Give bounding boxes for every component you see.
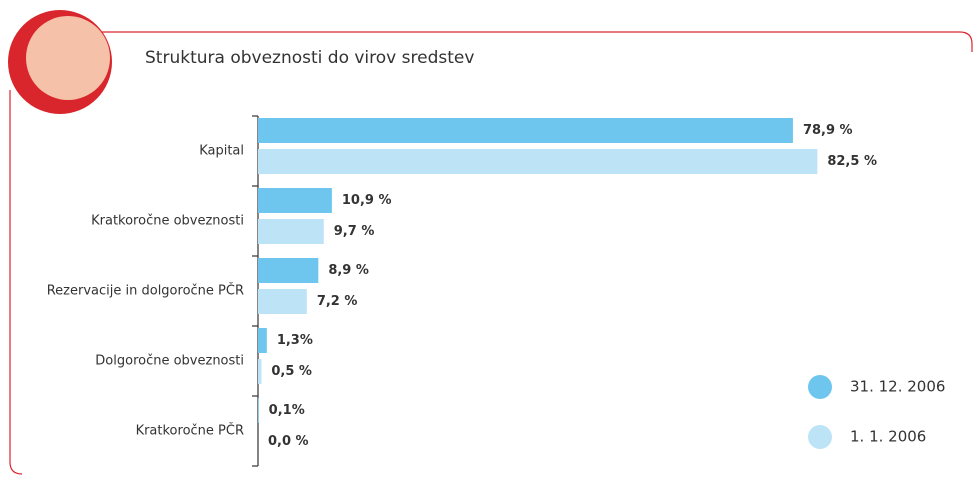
value-label: 8,9 % [328,263,369,278]
value-label: 0,5 % [271,364,312,379]
value-label: 82,5 % [827,154,877,169]
chart-title: Struktura obveznosti do virov sredstev [145,48,474,68]
bar [258,118,793,143]
y-tick-label: Rezervacije in dolgoročne PČR [47,283,244,299]
value-label: 78,9 % [803,123,853,138]
frame-top [95,31,973,52]
value-label: 0,0 % [268,434,309,449]
bar [258,289,307,314]
bar [258,149,818,174]
value-label: 0,1% [269,403,305,418]
value-label: 10,9 % [342,193,392,208]
value-label: 1,3% [277,333,313,348]
legend-label: 31. 12. 2006 [850,378,945,396]
y-tick-label: Dolgoročne obveznosti [95,354,244,369]
bar [258,188,332,213]
bar [258,258,319,283]
value-label: 9,7 % [334,224,375,239]
y-tick-label: Kapital [199,144,244,159]
y-tick-label: Kratkoročne PČR [136,423,244,439]
frame-left [9,90,23,475]
legend-swatch [808,375,832,399]
bar [258,359,262,384]
value-label: 7,2 % [317,294,358,309]
legend-swatch [808,425,832,449]
bar [258,219,324,244]
bar [258,398,259,423]
legend-label: 1. 1. 2006 [850,428,926,446]
badge-fill [26,16,110,100]
bar [258,328,267,353]
y-tick-label: Kratkoročne obveznosti [91,214,244,229]
